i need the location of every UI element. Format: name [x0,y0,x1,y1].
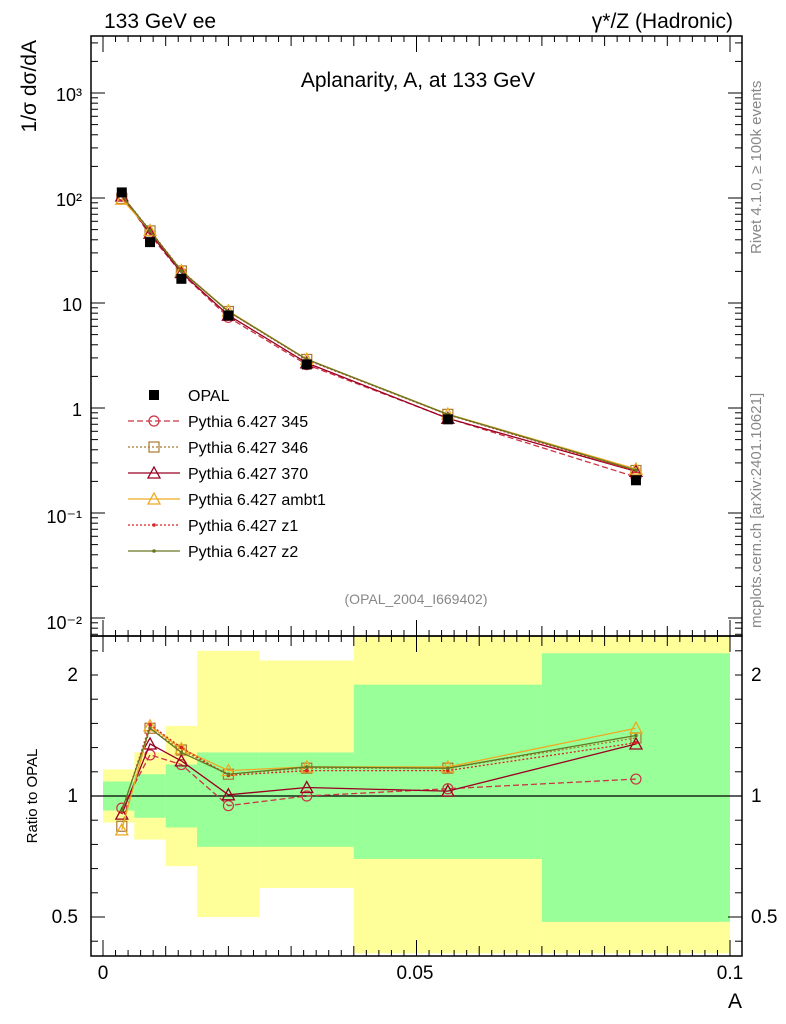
ratio-point [301,790,313,802]
series-point [142,223,158,237]
data-point [301,359,312,370]
legend-label: Pythia 6.427 345 [188,414,308,431]
y-axis-label: 1/σ dσ/dA [18,40,41,132]
ratio-point [440,783,455,797]
ratio-line [121,743,637,815]
ratio-tick-label-right: 2 [751,665,762,686]
ratio-point [142,718,158,732]
legend-marker [152,549,156,553]
ratio-panel [91,636,742,954]
ratio-point [114,822,129,836]
ratio-point [628,720,644,734]
ratio-tick-label: 1 [67,786,78,807]
main-panel [114,187,644,486]
chart-title: Aplanarity, A, at 133 GeV [301,69,535,92]
x-tick-label: 0 [98,963,109,984]
legend-marker [148,441,160,453]
ratio-point [446,766,450,770]
y-tick-label: 10³ [56,85,82,105]
rivet-label: Rivet 4.1.0, ≥ 100k events [748,81,765,254]
legend-label: Pythia 6.427 346 [188,440,308,457]
analysis-id: (OPAL_2004_I669402) [345,591,488,607]
ratio-point [142,736,158,750]
legend-marker [146,491,162,505]
ratio-tick-label-right: 0.5 [751,907,777,928]
ratio-point [628,736,644,750]
header-left: 133 GeV ee [104,10,216,33]
legend-label: Pythia 6.427 370 [188,466,308,483]
ratio-point [634,733,638,738]
ratio-point [304,765,309,769]
legend-marker [152,523,156,527]
legend-label: Pythia 6.427 ambt1 [188,492,326,509]
ratio-point [304,768,309,773]
data-point [442,414,453,425]
data-point [176,273,187,284]
legend-marker [146,465,162,479]
legend-label: OPAL [188,388,230,405]
ratio-tick-label: 0.5 [52,907,78,928]
data-point [223,310,234,321]
green-band [541,653,730,922]
ratio-point [630,773,642,785]
ratio-tick-label: 2 [67,665,78,686]
y-tick-label: 10⁻¹ [46,507,82,527]
y-tick-label: 10⁻² [46,613,82,633]
axis-ticks [91,36,742,956]
ratio-point [148,722,152,727]
ratio-point [221,787,236,801]
series-line [121,194,637,478]
x-tick-label: 0.1 [717,963,743,984]
ratio-axis-label: Ratio to OPAL [24,749,41,844]
legend-marker [149,390,159,400]
y-tick-label: 10 [62,295,82,315]
data-point [630,475,641,486]
ratio-point [226,772,231,777]
data-point [116,187,127,198]
legend: OPAL Pythia 6.427 345 Pythia 6.427 346 Pyth… [128,388,326,561]
x-axis-label: A [728,990,742,1013]
ratio-line [121,754,636,809]
y-tick-label: 10² [56,190,82,210]
ratio-point [114,806,129,820]
ratio-point [179,745,184,750]
ratio-point [222,800,234,812]
ratio-point [442,783,454,795]
ratio-point [301,762,313,774]
ratio-point [116,820,128,832]
legend-label: Pythia 6.427 z2 [188,544,298,561]
header-right: γ*/Z (Hadronic) [592,10,733,33]
x-tick-label: 0.05 [397,963,434,984]
ratio-tick-label-right: 1 [751,786,762,807]
ratio-point [299,780,314,794]
series-point [148,229,152,233]
legend-label: Pythia 6.427 z1 [188,518,298,535]
ratio-point [179,750,184,755]
data-point [145,237,156,248]
ratio-point [148,726,152,731]
y-tick-label: 1 [72,400,82,420]
series-point [179,269,184,273]
legend-marker [148,415,160,427]
mcplots-label: mcplots.cern.ch [arXiv:2401.10621] [748,393,765,628]
ratio-point [174,753,189,767]
ratio-point [634,740,638,745]
series-point [634,468,638,472]
ratio-point [120,808,124,813]
